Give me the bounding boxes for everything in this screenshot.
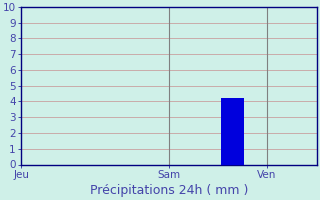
Bar [221, 98, 244, 164]
X-axis label: Précipitations 24h ( mm ): Précipitations 24h ( mm ) [90, 184, 249, 197]
